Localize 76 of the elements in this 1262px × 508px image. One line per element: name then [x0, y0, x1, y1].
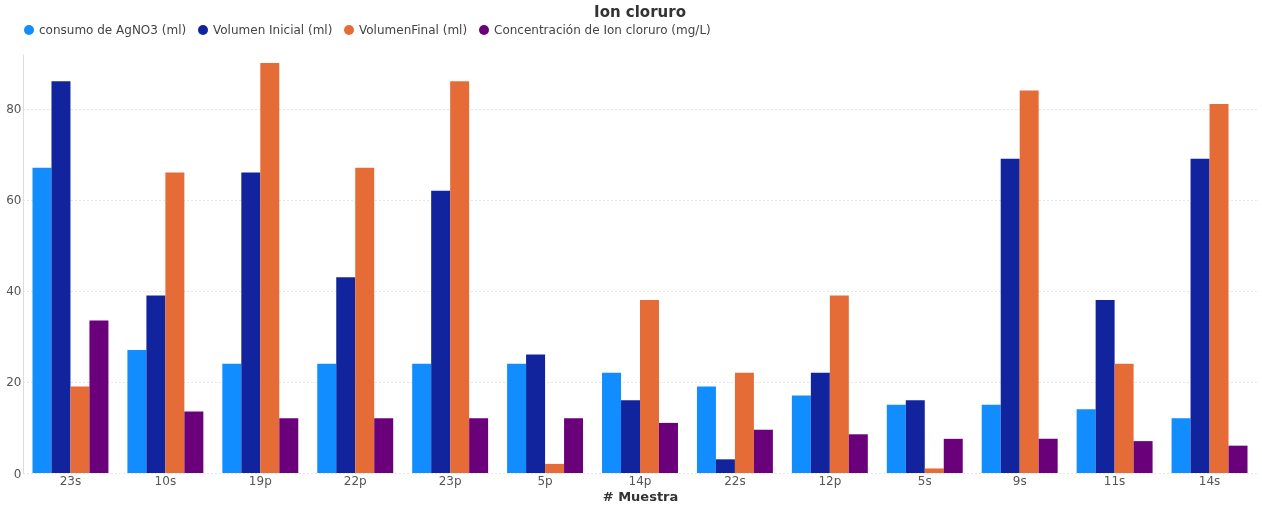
bar — [127, 350, 147, 473]
bar — [1171, 418, 1191, 473]
legend-label: Volumen Inicial (ml) — [213, 23, 333, 37]
bar — [905, 400, 925, 473]
bar — [981, 404, 1001, 473]
y-tick-label: 20 — [6, 375, 22, 390]
bar — [1000, 158, 1020, 473]
bar — [317, 363, 337, 473]
x-tick-label: 5s — [917, 473, 932, 488]
bar — [89, 320, 109, 473]
bar — [222, 363, 242, 473]
bar — [260, 63, 280, 473]
bar — [184, 411, 204, 473]
bar — [621, 400, 640, 473]
bar — [336, 277, 356, 473]
bar — [1095, 299, 1115, 473]
x-tick-label: 23p — [438, 473, 462, 488]
bar — [848, 434, 868, 473]
bar — [1228, 445, 1248, 473]
y-tick-label: 80 — [6, 102, 22, 117]
bar — [810, 372, 830, 473]
x-tick-label: 10s — [154, 473, 177, 488]
x-tick-label: 23s — [59, 473, 82, 488]
x-tick-label: 14p — [628, 473, 652, 488]
y-tick-label: 40 — [6, 284, 22, 299]
bar — [412, 363, 432, 473]
legend-label: VolumenFinal (ml) — [359, 23, 468, 37]
bar — [1076, 409, 1096, 473]
y-tick-label: 60 — [6, 193, 22, 208]
bar — [1209, 104, 1229, 473]
bar — [146, 295, 166, 473]
bar — [924, 468, 944, 473]
bar — [886, 404, 906, 473]
bar — [545, 463, 565, 473]
x-tick-label: 19p — [248, 473, 272, 488]
bar — [1019, 90, 1039, 473]
bar — [526, 354, 546, 473]
chart-title: Ion cloruro — [594, 3, 686, 21]
bar — [241, 172, 261, 473]
bar — [734, 372, 754, 473]
bar — [51, 81, 71, 473]
bar — [564, 418, 584, 473]
bar — [696, 386, 716, 473]
bar — [355, 167, 375, 473]
bar — [374, 418, 394, 473]
bar — [658, 422, 678, 473]
bar — [32, 167, 52, 473]
x-axis-title: # Muestra — [602, 488, 679, 504]
bar — [829, 295, 849, 473]
bar — [791, 395, 811, 473]
legend-label: Concentración de Ion cloruro (mg/L) — [494, 23, 711, 37]
bar — [1133, 441, 1153, 473]
legend-label: consumo de AgNO3 (ml) — [39, 23, 187, 37]
x-tick-label: 5p — [537, 473, 553, 488]
bar — [943, 438, 963, 473]
x-tick-label: 22p — [343, 473, 367, 488]
bar — [715, 459, 735, 473]
bar — [753, 429, 773, 473]
bar — [431, 190, 451, 473]
x-tick-label: 14s — [1198, 473, 1221, 488]
bar — [1114, 363, 1134, 473]
x-tick-label: 12p — [818, 473, 842, 488]
bar — [1190, 158, 1210, 473]
x-tick-label: 9s — [1012, 473, 1027, 488]
bar — [70, 386, 90, 473]
y-tick-label: 0 — [13, 466, 22, 481]
bar — [1038, 438, 1058, 473]
bar — [640, 299, 659, 473]
bar — [507, 363, 527, 473]
bar — [279, 418, 299, 473]
bar — [450, 81, 470, 473]
bar — [165, 172, 185, 473]
x-tick-label: 22s — [724, 473, 746, 488]
bar — [602, 372, 622, 473]
x-tick-label: 11s — [1103, 473, 1126, 488]
bar — [469, 418, 489, 473]
